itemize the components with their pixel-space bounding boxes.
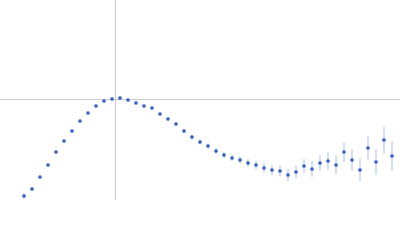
- data-point: [46, 163, 50, 167]
- data-point: [286, 173, 290, 177]
- data-point: [326, 159, 330, 163]
- data-point: [174, 122, 178, 126]
- data-point: [262, 166, 266, 170]
- data-point: [334, 163, 338, 167]
- data-point: [142, 104, 146, 108]
- data-point: [214, 149, 218, 153]
- data-point: [318, 161, 322, 165]
- data-point: [22, 194, 26, 198]
- data-point: [150, 106, 154, 110]
- data-point: [126, 98, 130, 102]
- data-point: [246, 161, 250, 165]
- data-point: [102, 99, 106, 103]
- data-point: [30, 187, 34, 191]
- data-point: [342, 150, 346, 154]
- data-point: [158, 112, 162, 116]
- data-point: [62, 139, 66, 143]
- data-point: [222, 153, 226, 157]
- data-point: [310, 167, 314, 171]
- data-point: [374, 160, 378, 164]
- data-point: [254, 163, 258, 167]
- chart: [0, 0, 400, 200]
- data-point: [294, 170, 298, 174]
- data-point: [302, 164, 306, 168]
- data-point: [350, 158, 354, 162]
- data-point: [278, 169, 282, 173]
- data-point: [38, 175, 42, 179]
- data-point: [78, 119, 82, 123]
- data-point: [86, 111, 90, 115]
- data-point: [166, 117, 170, 121]
- data-point: [94, 104, 98, 108]
- page: {"chart_data": {"type": "scatter", "xlim…: [0, 0, 400, 200]
- data-point: [390, 154, 394, 158]
- data-point: [198, 140, 202, 144]
- data-point: [118, 96, 122, 100]
- data-point: [110, 97, 114, 101]
- data-point: [182, 129, 186, 133]
- data-point: [270, 168, 274, 172]
- data-point: [206, 144, 210, 148]
- data-point: [366, 146, 370, 150]
- data-point: [54, 150, 58, 154]
- data-point: [358, 168, 362, 172]
- data-point: [70, 129, 74, 133]
- data-point: [238, 158, 242, 162]
- data-point: [190, 135, 194, 139]
- data-point: [382, 138, 386, 142]
- data-point: [134, 101, 138, 105]
- data-point: [230, 156, 234, 160]
